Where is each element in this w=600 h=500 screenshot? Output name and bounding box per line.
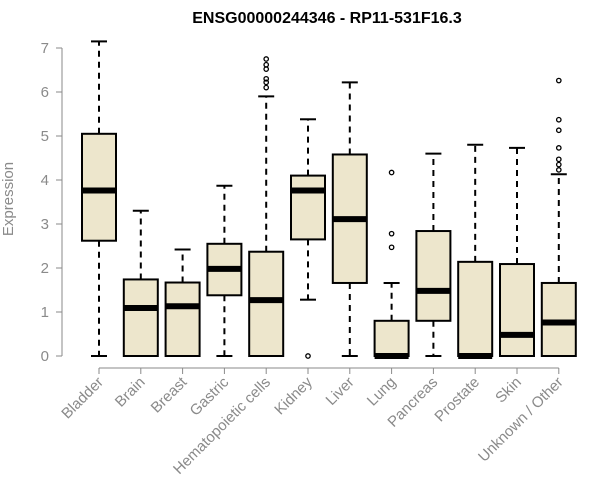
outlier-point xyxy=(388,169,395,176)
outlier-point xyxy=(555,77,562,84)
box-pancreas xyxy=(415,152,452,357)
box-iqr xyxy=(248,250,285,357)
outlier-point xyxy=(555,127,562,134)
box-lung xyxy=(373,169,410,359)
y-axis: 0 1 2 3 4 5 6 7 xyxy=(41,40,63,365)
box-iqr xyxy=(457,260,494,357)
outlier-point xyxy=(555,156,562,163)
x-tick-label: Lung xyxy=(364,374,400,410)
box-gastric xyxy=(206,184,243,357)
x-tick-label: Brain xyxy=(112,374,149,411)
x-tick-label: Skin xyxy=(492,374,525,407)
outlier-point xyxy=(263,61,270,68)
outlier-point xyxy=(555,116,562,123)
y-tick-label: 0 xyxy=(41,348,49,365)
y-tick-label: 5 xyxy=(41,128,49,145)
box-iqr xyxy=(81,132,117,242)
box-iqr xyxy=(415,230,452,322)
outlier-point xyxy=(555,167,562,173)
x-tick-label: Bladder xyxy=(58,374,107,423)
box-bladder xyxy=(81,40,117,357)
box-iqr xyxy=(499,263,535,358)
outlier-point xyxy=(388,244,395,251)
box-iqr xyxy=(540,281,577,357)
box-hematopoietic-cells xyxy=(248,56,285,357)
y-tick-label: 2 xyxy=(41,260,49,277)
outlier-point xyxy=(555,145,562,151)
outlier-point xyxy=(263,84,270,91)
boxes-group xyxy=(81,40,577,359)
y-axis-label: Expression xyxy=(0,162,17,236)
box-iqr xyxy=(164,281,201,357)
y-tick-label: 1 xyxy=(41,304,49,321)
box-iqr xyxy=(373,319,410,357)
box-skin xyxy=(499,146,535,358)
outlier-point xyxy=(263,56,270,62)
y-tick-label: 6 xyxy=(41,84,49,101)
x-tick-label: Prostate xyxy=(431,374,483,426)
box-prostate xyxy=(457,143,494,359)
outlier-point xyxy=(388,230,395,237)
y-tick-label: 3 xyxy=(41,216,49,233)
outlier-point xyxy=(305,353,311,359)
box-iqr xyxy=(122,278,159,357)
box-brain xyxy=(122,209,159,357)
x-tick-label: Liver xyxy=(323,374,358,409)
y-tick-label: 4 xyxy=(41,172,49,189)
outlier-point xyxy=(555,161,562,168)
y-tick-label: 7 xyxy=(41,40,49,57)
box-breast xyxy=(164,248,201,357)
box-iqr xyxy=(290,174,326,241)
box-kidney xyxy=(290,118,326,359)
chart-title: ENSG00000244346 - RP11-531F16.3 xyxy=(192,10,462,27)
x-tick-label: Kidney xyxy=(271,373,316,418)
outlier-point xyxy=(263,66,270,72)
outlier-point xyxy=(263,79,270,86)
box-liver xyxy=(331,81,368,357)
x-tick-label: Breast xyxy=(148,373,191,416)
box-unknown-other xyxy=(540,77,577,357)
outlier-point xyxy=(263,75,270,82)
